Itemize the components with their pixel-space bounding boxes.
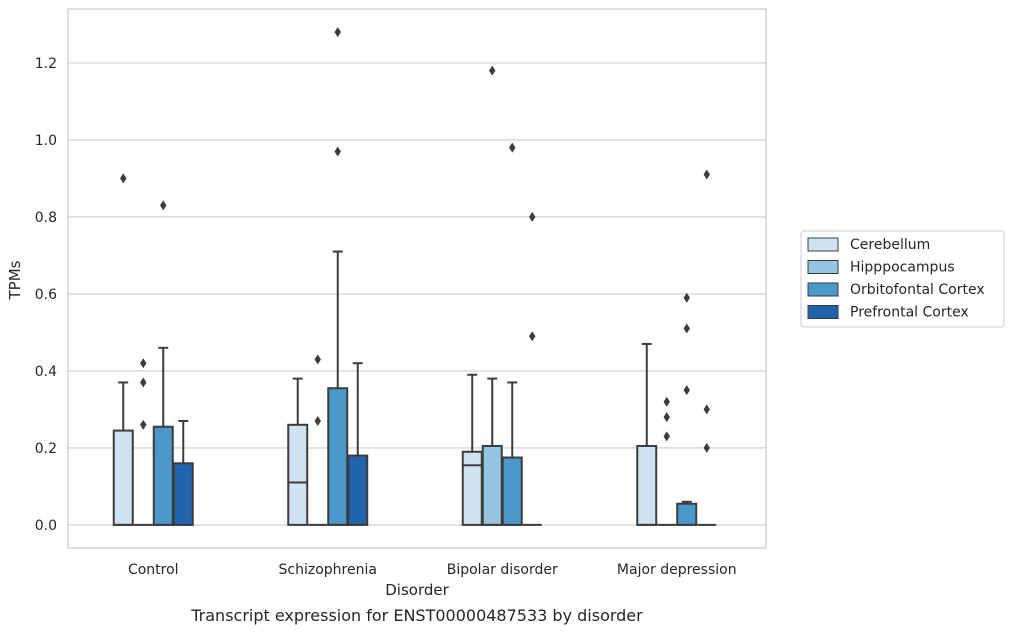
x-tick-labels: Control Schizophrenia Bipolar disorder Majo… [128, 562, 737, 578]
box-prefrontal-cortex [172, 419, 194, 526]
legend: Cerebellum Hipppocampus Orbitofontal Corte… [800, 230, 1005, 328]
outlier-point [529, 211, 536, 222]
outlier-point [663, 412, 670, 423]
outlier-point [683, 292, 690, 303]
outlier-point [160, 200, 167, 211]
box-body [172, 462, 194, 526]
box-body [287, 423, 309, 526]
y-tick-label: 0.0 [35, 518, 57, 534]
x-tick-label: Schizophrenia [279, 562, 377, 578]
outlier-point [703, 404, 710, 415]
box-hipppocampus [133, 358, 153, 526]
box-body [112, 429, 134, 526]
box-cerebellum [461, 373, 483, 526]
y-tick-label: 0.4 [35, 364, 57, 380]
box-hipppocampus [308, 354, 328, 526]
outlier-point [703, 169, 710, 180]
outlier-point [140, 419, 147, 430]
legend-swatch [807, 237, 839, 252]
outlier-point [529, 331, 536, 342]
chart-caption: Transcript expression for ENST0000048753… [191, 606, 643, 625]
marks-layer [112, 27, 717, 526]
outlier-point [334, 27, 341, 38]
box-orbitofontal-cortex [152, 200, 174, 526]
legend-label: Orbitofontal Cortex [850, 282, 985, 298]
x-tick-label: Major depression [617, 562, 737, 578]
outlier-point [703, 442, 710, 453]
outlier-point [314, 354, 321, 365]
box-body [501, 456, 523, 526]
outlier-point [140, 358, 147, 369]
y-tick-label: 1.0 [35, 133, 57, 149]
box-body [636, 444, 658, 526]
outlier-point [314, 415, 321, 426]
outlier-point [509, 142, 516, 153]
box-orbitofontal-cortex [327, 27, 349, 526]
outlier-point [334, 146, 341, 157]
legend-label: Hipppocampus [850, 260, 955, 276]
outlier-point [120, 173, 127, 184]
box-prefrontal-cortex [347, 362, 369, 526]
box-hipppocampus [481, 65, 503, 526]
y-tick-label: 0.6 [35, 287, 57, 303]
outlier-point [683, 323, 690, 334]
outlier-point [489, 65, 496, 76]
box-orbitofontal-cortex [501, 142, 523, 526]
y-tick-label: 0.8 [35, 210, 57, 226]
box-body [461, 450, 483, 526]
legend-label: Prefrontal Cortex [850, 305, 969, 321]
y-tick-labels: 0.0 0.2 0.4 0.6 0.8 1.0 1.2 [35, 56, 57, 534]
box-cerebellum [287, 377, 309, 526]
box-cerebellum [636, 342, 658, 526]
box-prefrontal-cortex [522, 211, 542, 526]
legend-label: Cerebellum [850, 237, 930, 253]
box-hipppocampus [657, 396, 677, 526]
legend-swatch [807, 260, 839, 274]
box-body [481, 444, 503, 526]
box-body [152, 425, 174, 526]
y-tick-label: 1.2 [35, 56, 57, 72]
box-cerebellum [112, 173, 134, 526]
box-body [347, 454, 369, 526]
grid-layer [68, 62, 766, 526]
box-body [676, 502, 698, 526]
outlier-point [140, 377, 147, 388]
plot-frame [67, 8, 767, 549]
x-tick-label: Control [128, 562, 179, 578]
outlier-point [663, 431, 670, 442]
box-prefrontal-cortex [697, 169, 717, 526]
y-axis-label: TPMs [6, 260, 24, 300]
outlier-point [683, 385, 690, 396]
legend-swatch [807, 305, 839, 319]
y-tick-label: 0.2 [35, 441, 57, 457]
outlier-point [663, 396, 670, 407]
box-orbitofontal-cortex [676, 292, 698, 526]
x-tick-label: Bipolar disorder [447, 562, 558, 578]
x-axis-label: Disorder [385, 581, 449, 599]
legend-swatch [807, 282, 839, 297]
box-body [327, 387, 349, 526]
legend-frame [800, 230, 1005, 328]
